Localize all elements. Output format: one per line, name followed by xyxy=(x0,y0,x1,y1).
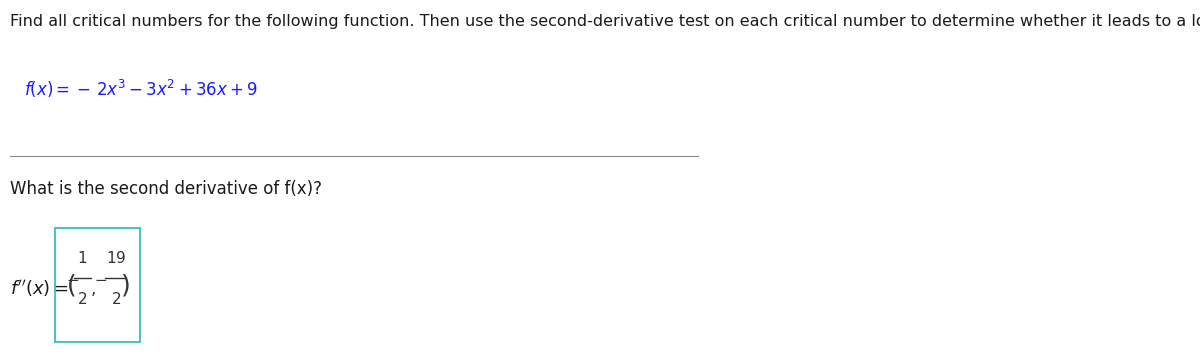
Text: $1$: $1$ xyxy=(77,250,88,266)
Text: $2$: $2$ xyxy=(77,291,88,307)
Text: $f''(x) =$: $f''(x) =$ xyxy=(10,278,68,299)
Text: $-$: $-$ xyxy=(95,270,108,286)
Text: $($: $($ xyxy=(66,272,76,298)
Text: $)$: $)$ xyxy=(120,272,130,298)
FancyBboxPatch shape xyxy=(55,228,139,342)
Text: Find all critical numbers for the following function. Then use the second-deriva: Find all critical numbers for the follow… xyxy=(10,13,1200,29)
Text: $f(x) = -\,2x^3 - 3x^2 + 36x + 9$: $f(x) = -\,2x^3 - 3x^2 + 36x + 9$ xyxy=(24,78,258,99)
Text: $2$: $2$ xyxy=(110,291,121,307)
Text: $19$: $19$ xyxy=(106,250,126,266)
Text: $-$: $-$ xyxy=(66,270,79,286)
Text: $,$: $,$ xyxy=(90,280,96,298)
Text: What is the second derivative of f(x)?: What is the second derivative of f(x)? xyxy=(10,180,322,197)
